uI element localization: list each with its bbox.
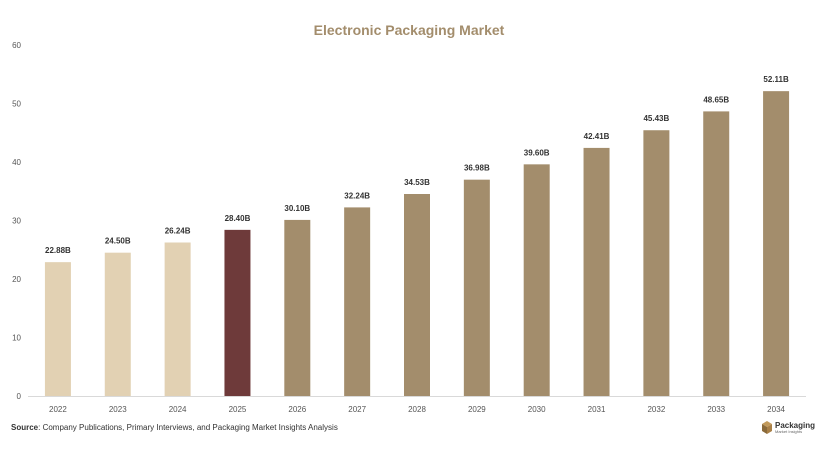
data-label: 34.53B	[404, 178, 430, 187]
logo-tagline: Market Insights	[775, 428, 803, 434]
y-tick-label: 40	[12, 158, 21, 167]
x-tick-label: 2034	[767, 405, 785, 414]
brand-logo: Packaging Market Insights	[762, 421, 815, 434]
data-label: 48.65B	[703, 95, 729, 104]
logo-wordmark: Packaging	[775, 420, 816, 430]
bar	[44, 262, 71, 396]
bar	[344, 207, 371, 396]
y-tick-label: 0	[17, 392, 22, 401]
data-label: 52.11B	[763, 75, 789, 84]
bar	[583, 147, 610, 396]
bar	[463, 179, 490, 396]
data-label: 42.41B	[584, 132, 610, 141]
x-tick-label: 2025	[229, 405, 247, 414]
x-tick-label: 2028	[408, 405, 426, 414]
data-label: 22.88B	[45, 246, 71, 255]
packaging-box-icon	[762, 421, 772, 434]
y-tick-label: 60	[12, 41, 21, 50]
data-label: 36.98B	[464, 164, 490, 173]
x-tick-label: 2033	[707, 405, 725, 414]
x-tick-label: 2027	[348, 405, 366, 414]
x-tick-label: 2023	[109, 405, 127, 414]
y-tick-label: 50	[12, 100, 21, 109]
x-tick-label: 2032	[647, 405, 665, 414]
bar	[404, 193, 430, 396]
source-text: : Company Publications, Primary Intervie…	[38, 423, 338, 432]
x-tick-label: 2031	[588, 405, 606, 414]
x-tick-label: 2029	[468, 405, 486, 414]
chart-title: Electronic Packaging Market	[314, 22, 505, 38]
x-tick-label: 2026	[288, 405, 306, 414]
bar	[104, 252, 131, 396]
x-axis: 2022 2023 2024 2025 2026 2027 2028 2029 2030 2031…	[49, 405, 786, 414]
data-label: 30.10B	[284, 204, 310, 213]
data-label: 24.50B	[105, 237, 131, 246]
y-tick-label: 10	[12, 334, 21, 343]
bar	[643, 130, 670, 396]
bar	[164, 242, 191, 396]
data-label: 28.40B	[225, 214, 251, 223]
bar	[523, 164, 550, 396]
data-label: 45.43B	[643, 114, 669, 123]
data-label: 26.24B	[165, 226, 191, 235]
y-tick-label: 20	[12, 275, 21, 284]
y-tick-label: 30	[12, 217, 21, 226]
source-note: Source: Company Publications, Primary In…	[11, 423, 338, 432]
x-tick-label: 2022	[49, 405, 67, 414]
source-label: Source	[11, 423, 39, 432]
bar	[763, 91, 790, 397]
bar	[703, 111, 730, 397]
data-label: 32.24B	[344, 191, 370, 200]
y-axis: 0 10 20 30 40 50 60	[12, 41, 21, 401]
data-label: 39.60B	[524, 148, 550, 157]
x-tick-label: 2024	[169, 405, 187, 414]
bars: 22.88B 24.50B 26.24B 28.40B 30.10B 32.24B 34.5…	[44, 75, 790, 397]
bar	[224, 229, 251, 396]
x-tick-label: 2030	[528, 405, 546, 414]
bar	[284, 219, 311, 396]
